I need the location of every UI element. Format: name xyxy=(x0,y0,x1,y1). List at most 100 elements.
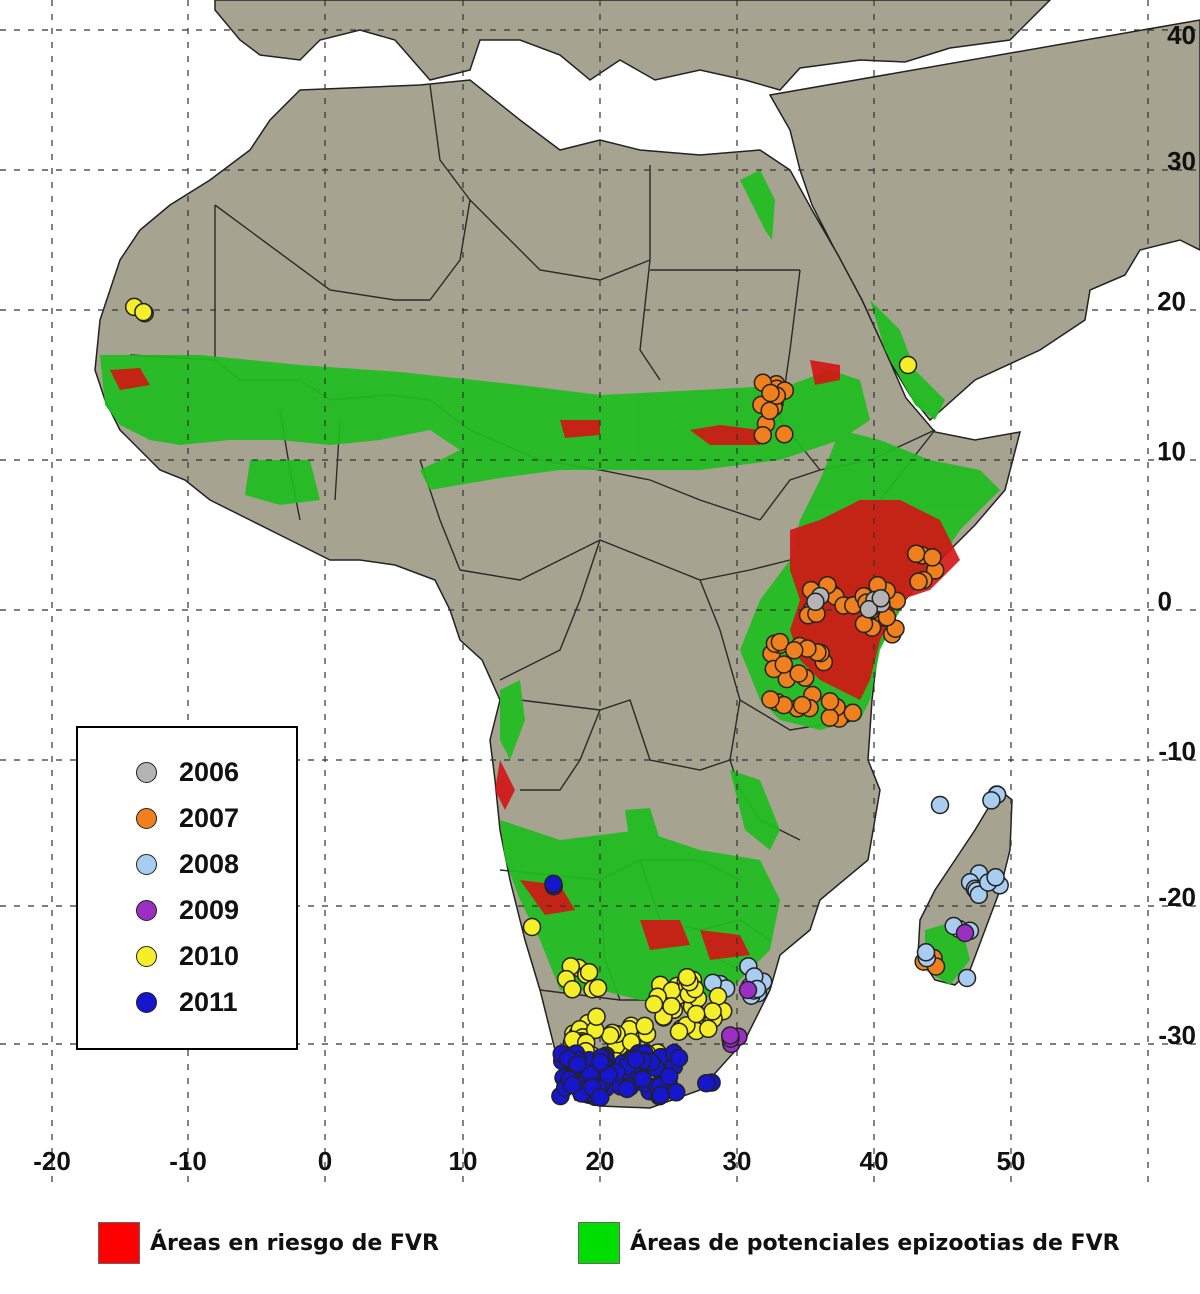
outbreak-marker xyxy=(635,1016,654,1036)
outbreak-marker xyxy=(669,1022,689,1041)
outbreak-marker xyxy=(775,425,794,444)
lat-tick-labels: 40 30 20 10 0 -10 -20 -30 xyxy=(1157,20,1196,1050)
outbreak-marker xyxy=(986,868,1005,887)
outbreak-marker xyxy=(686,1004,706,1024)
outbreak-marker xyxy=(760,401,779,421)
outbreak-marker xyxy=(806,592,825,612)
outbreak-marker xyxy=(562,1075,582,1095)
legend-label: 2007 xyxy=(179,802,240,833)
outbreak-marker xyxy=(662,996,681,1016)
outbreak-marker xyxy=(669,1048,689,1068)
outbreak-marker xyxy=(738,980,758,1000)
outbreak-marker xyxy=(568,1054,587,1074)
lat-tick: 40 xyxy=(1167,20,1196,50)
lat-tick: 10 xyxy=(1157,436,1186,466)
outbreak-marker xyxy=(784,641,804,660)
legend-label: 2009 xyxy=(179,894,240,925)
outbreak-marker xyxy=(677,967,697,987)
legend-label: 2010 xyxy=(179,940,240,971)
lon-tick: 20 xyxy=(586,1146,615,1176)
epizootic-swatch xyxy=(578,1222,620,1264)
lat-tick: -30 xyxy=(1158,1020,1196,1050)
legend-marker xyxy=(136,761,157,783)
outbreak-marker xyxy=(774,655,794,674)
outbreak-marker xyxy=(666,1083,686,1102)
outbreak-marker xyxy=(591,1088,610,1107)
lon-tick: 10 xyxy=(449,1146,478,1176)
risk-area-key: Áreas en riesgo de FVR xyxy=(98,1222,439,1264)
outbreak-marker xyxy=(699,1019,718,1039)
outbreak-marker xyxy=(792,695,812,715)
lat-tick: -10 xyxy=(1158,736,1196,766)
outbreak-marker xyxy=(969,885,989,905)
outbreak-marker xyxy=(820,708,840,727)
year-legend: 2006 2007 2008 2009 2010 2011 xyxy=(76,726,298,1050)
lon-tick-labels: -20 -10 0 10 20 30 40 50 xyxy=(33,1146,1025,1176)
outbreak-marker xyxy=(906,544,926,564)
epizootic-key-label: Áreas de potenciales epizootias de FVR xyxy=(630,1230,1120,1256)
outbreak-markers xyxy=(124,297,1009,1107)
legend-label: 2011 xyxy=(179,986,238,1017)
risk-swatch xyxy=(98,1222,140,1264)
legend-item-2007: 2007 xyxy=(136,798,239,838)
legend-marker xyxy=(136,853,157,875)
outbreak-marker xyxy=(753,425,773,445)
legend-marker xyxy=(136,991,157,1013)
outbreak-marker xyxy=(909,572,928,591)
outbreak-marker xyxy=(916,943,936,962)
lon-tick: -10 xyxy=(169,1146,207,1176)
outbreak-marker xyxy=(871,589,891,608)
lat-tick: 20 xyxy=(1157,286,1186,316)
lon-tick: 40 xyxy=(860,1146,889,1176)
legend-label: 2006 xyxy=(179,756,240,787)
risk-key-label: Áreas en riesgo de FVR xyxy=(150,1230,439,1256)
outbreak-marker xyxy=(923,548,942,567)
legend-marker xyxy=(136,807,157,829)
outbreak-marker xyxy=(633,1069,652,1089)
outbreak-marker xyxy=(522,917,542,937)
outbreak-marker xyxy=(770,632,790,652)
legend-item-2006: 2006 xyxy=(136,752,239,792)
outbreak-marker xyxy=(720,1026,740,1045)
lon-tick: 30 xyxy=(723,1146,752,1176)
outbreak-marker xyxy=(134,302,153,322)
lon-tick: -20 xyxy=(33,1146,71,1176)
europe-land xyxy=(214,0,1052,91)
outbreak-marker xyxy=(644,995,664,1014)
outbreak-marker xyxy=(843,703,863,723)
lon-tick: 0 xyxy=(318,1146,332,1176)
outbreak-marker xyxy=(587,1007,606,1026)
legend-item-2011: 2011 xyxy=(136,982,238,1022)
lat-tick: 0 xyxy=(1158,586,1172,616)
outbreak-marker xyxy=(761,383,780,403)
outbreak-marker xyxy=(626,1050,646,1069)
outbreak-marker xyxy=(544,874,563,894)
legend-item-2010: 2010 xyxy=(136,936,239,976)
outbreak-marker xyxy=(563,980,582,999)
outbreak-marker xyxy=(697,1073,716,1093)
outbreak-marker xyxy=(789,664,808,683)
outbreak-marker xyxy=(703,1002,722,1021)
outbreak-marker xyxy=(898,355,918,375)
outbreak-marker xyxy=(982,791,1001,810)
outbreak-marker xyxy=(588,978,608,998)
outbreak-marker xyxy=(579,962,599,982)
legend-marker xyxy=(136,899,157,921)
rvf-map: -20 -10 0 10 20 30 40 50 40 30 20 10 0 -… xyxy=(0,0,1200,1190)
legend-item-2008: 2008 xyxy=(136,844,239,884)
outbreak-marker xyxy=(617,1079,637,1099)
lat-tick: 30 xyxy=(1167,146,1196,176)
outbreak-marker xyxy=(930,795,950,815)
outbreak-marker xyxy=(761,690,780,709)
outbreak-marker xyxy=(659,1067,679,1086)
outbreak-marker xyxy=(591,1052,610,1072)
legend-item-2009: 2009 xyxy=(136,890,239,930)
epizootic-area-key: Áreas de potenciales epizootias de FVR xyxy=(578,1222,1120,1264)
outbreak-marker xyxy=(651,1085,671,1105)
legend-label: 2008 xyxy=(179,848,240,879)
outbreak-marker xyxy=(957,968,977,988)
lon-tick: 50 xyxy=(997,1146,1026,1176)
legend-marker xyxy=(136,945,157,967)
lat-tick: -20 xyxy=(1158,882,1196,912)
outbreak-marker xyxy=(955,923,975,943)
